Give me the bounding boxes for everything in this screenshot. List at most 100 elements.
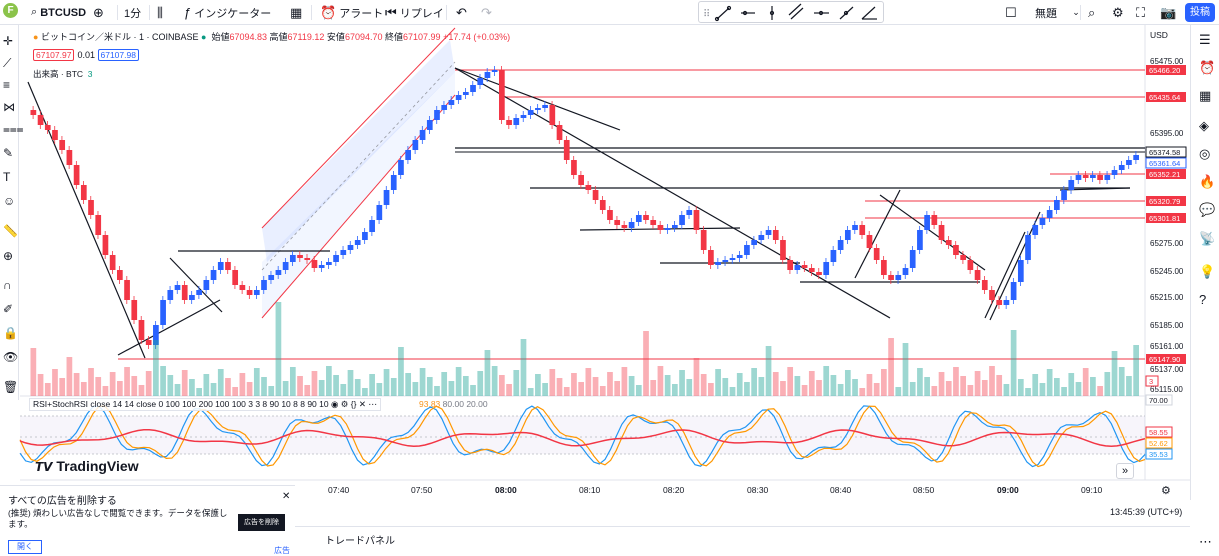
alert-button[interactable]: ⏰ アラート	[320, 3, 383, 22]
volume-bar	[1118, 367, 1125, 396]
fullscreen-button[interactable]: ⛶	[1136, 3, 1145, 22]
more-icon[interactable]: ⋯	[368, 399, 377, 409]
layers-icon[interactable]: ◈	[1199, 118, 1209, 133]
settings-button[interactable]: ⚙	[1112, 3, 1124, 22]
volume-bar	[607, 372, 613, 396]
pattern-icon[interactable]: ⋈	[3, 100, 15, 114]
replay-button[interactable]: ⏮ リプレイ	[385, 3, 444, 22]
close-icon[interactable]: ✕	[358, 399, 366, 409]
screenshot-button[interactable]: 📷	[1160, 3, 1176, 22]
buy-price[interactable]: 67107.98	[97, 49, 139, 61]
volume-bar	[1054, 378, 1060, 396]
candle	[455, 95, 462, 100]
lightbulb-icon[interactable]: 💡	[1199, 264, 1216, 279]
candle	[758, 235, 765, 240]
volume-bar	[1039, 383, 1046, 396]
candle	[787, 260, 794, 270]
lock-icon[interactable]: 🔒	[3, 326, 18, 340]
emoji-icon[interactable]: ☺	[3, 194, 16, 208]
candle	[499, 70, 505, 120]
projection-icon[interactable]: ⩶	[3, 122, 24, 136]
candle	[383, 190, 390, 205]
zoom-in-icon[interactable]: ⊕	[3, 249, 14, 263]
parallel-channel-lower	[262, 72, 455, 318]
open-ad-button[interactable]: 開く	[8, 540, 42, 554]
scroll-to-realtime-button[interactable]: »	[1116, 463, 1134, 479]
target-icon[interactable]: ◎	[1199, 146, 1211, 161]
candle	[1090, 175, 1096, 178]
layout-name-button[interactable]: 無題 ⌄	[1035, 3, 1080, 22]
trade-panel-tab[interactable]: トレードパネル	[325, 536, 395, 547]
layout-checkbox[interactable]: ☐	[1005, 3, 1017, 22]
candle	[95, 215, 102, 235]
user-avatar[interactable]: F	[3, 3, 18, 18]
help-icon[interactable]: ?	[1199, 292, 1207, 307]
interval-button[interactable]: 1分	[124, 3, 141, 22]
volume-bar	[650, 380, 657, 396]
chevron-down-icon: ⌄	[1072, 7, 1080, 17]
alerts-clock-icon[interactable]: ⏰	[1199, 60, 1216, 75]
candle	[571, 160, 577, 175]
rsi-axis-tag	[1145, 394, 1173, 406]
indicators-button[interactable]: ƒ インジケーター	[184, 3, 271, 22]
candle	[895, 275, 902, 280]
grid-icon[interactable]: ▦	[1199, 88, 1212, 103]
volume-bar	[1046, 369, 1053, 396]
candle	[837, 240, 844, 250]
clock[interactable]: 13:45:39 (UTC+9)	[1110, 507, 1183, 517]
remove-ads-button[interactable]: 広告を削除	[238, 514, 285, 531]
grid-icon: ▦	[290, 5, 303, 20]
eye-icon[interactable]: 👁	[3, 350, 19, 364]
broadcast-icon[interactable]: 📡	[1199, 231, 1216, 246]
brush-icon[interactable]: ✎	[3, 146, 14, 160]
crosshair-icon[interactable]: ✛	[3, 34, 14, 48]
replay-icon: ⏮	[385, 5, 397, 20]
volume-bar	[693, 358, 700, 396]
close-icon[interactable]: ✕	[282, 491, 291, 502]
ruler-icon[interactable]: 📏	[3, 224, 18, 238]
magnet-icon[interactable]: ∩	[3, 278, 12, 292]
volume-bar	[52, 369, 58, 396]
candle	[80, 185, 87, 200]
flame-icon[interactable]: 🔥	[1199, 174, 1216, 189]
rsi-axis-tag	[1145, 426, 1173, 438]
quick-search-button[interactable]: ⌕	[1088, 3, 1095, 22]
trendline-icon[interactable]: ⟋	[3, 56, 12, 70]
trash-icon[interactable]: 🗑	[3, 380, 19, 394]
redo-button[interactable]: ↷	[481, 3, 492, 22]
symbol-search[interactable]: ⌕ BTCUSD	[31, 3, 86, 22]
volume-bar	[455, 367, 462, 396]
candle	[535, 108, 541, 110]
volume-bar	[297, 376, 303, 396]
open-value: 67094.83	[229, 32, 267, 42]
candle	[585, 185, 592, 190]
undo-button[interactable]: ↶	[456, 3, 467, 22]
chart-type-button[interactable]: ⫼	[157, 3, 163, 22]
code-icon[interactable]: {}	[350, 399, 357, 409]
chat-icon[interactable]: 💬	[1199, 202, 1216, 217]
currency-label[interactable]: USD	[1150, 30, 1168, 40]
text-icon[interactable]: T	[3, 170, 11, 184]
lock-drawing-icon[interactable]: ✐	[3, 302, 14, 316]
candle	[844, 230, 851, 240]
volume-bar	[253, 368, 260, 396]
sell-price[interactable]: 67107.97	[33, 49, 75, 61]
publish-button[interactable]: 投稿	[1185, 3, 1215, 22]
replay-label: リプレイ	[399, 7, 444, 20]
settings-icon[interactable]: ⚙	[340, 399, 349, 409]
price-tag	[1146, 213, 1186, 223]
watchlist-icon[interactable]: ☰	[1199, 32, 1211, 47]
candle	[412, 140, 419, 150]
fib-icon[interactable]: ≡	[3, 78, 11, 92]
compare-button[interactable]: ⊕	[93, 3, 104, 22]
candle	[527, 110, 534, 115]
alarm-clock-icon: ⏰	[320, 5, 337, 20]
chart-settings-icon[interactable]: ⚙	[1161, 485, 1171, 497]
templates-button[interactable]: ▦	[290, 3, 302, 22]
volume-bar	[744, 382, 750, 396]
eye-icon[interactable]: ◉	[330, 399, 339, 409]
candle	[1017, 260, 1024, 282]
more-icon[interactable]: ⋯	[1199, 534, 1212, 549]
volume-bar	[917, 368, 923, 396]
